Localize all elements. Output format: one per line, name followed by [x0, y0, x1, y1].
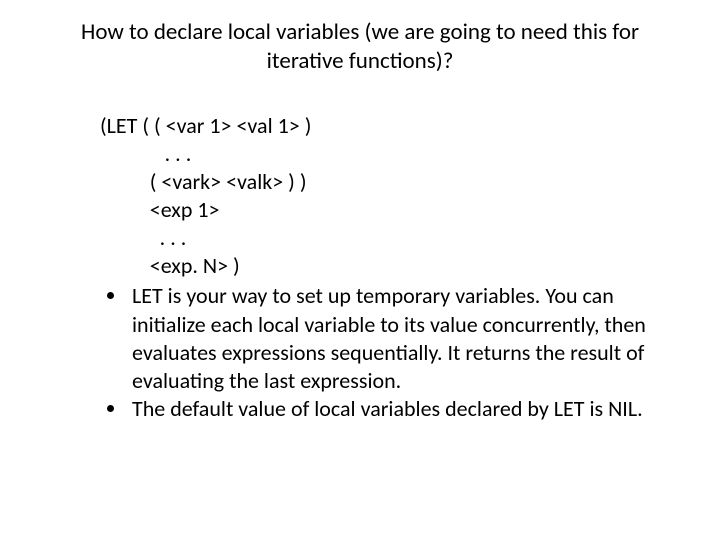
- bullet-text: LET is your way to set up temporary vari…: [132, 282, 646, 393]
- code-line: <exp 1>: [100, 196, 660, 224]
- bullet-list: LET is your way to set up temporary vari…: [100, 282, 660, 423]
- code-line: . . .: [100, 224, 660, 252]
- slide-body: (LET ( ( <var 1> <val 1> ) . . . ( <vark…: [60, 112, 660, 424]
- code-block: (LET ( ( <var 1> <val 1> ) . . . ( <vark…: [100, 112, 660, 281]
- list-item: LET is your way to set up temporary vari…: [128, 282, 660, 395]
- code-line: ( <vark> <valk> ) ): [100, 168, 660, 196]
- slide: How to declare local variables (we are g…: [0, 0, 720, 540]
- list-item: The default value of local variables dec…: [128, 395, 660, 423]
- code-line: (LET ( ( <var 1> <val 1> ): [100, 112, 660, 140]
- slide-title: How to declare local variables (we are g…: [60, 18, 660, 76]
- code-line: <exp. N> ): [100, 252, 660, 280]
- bullet-text: The default value of local variables dec…: [132, 395, 643, 422]
- code-line: . . .: [100, 140, 660, 168]
